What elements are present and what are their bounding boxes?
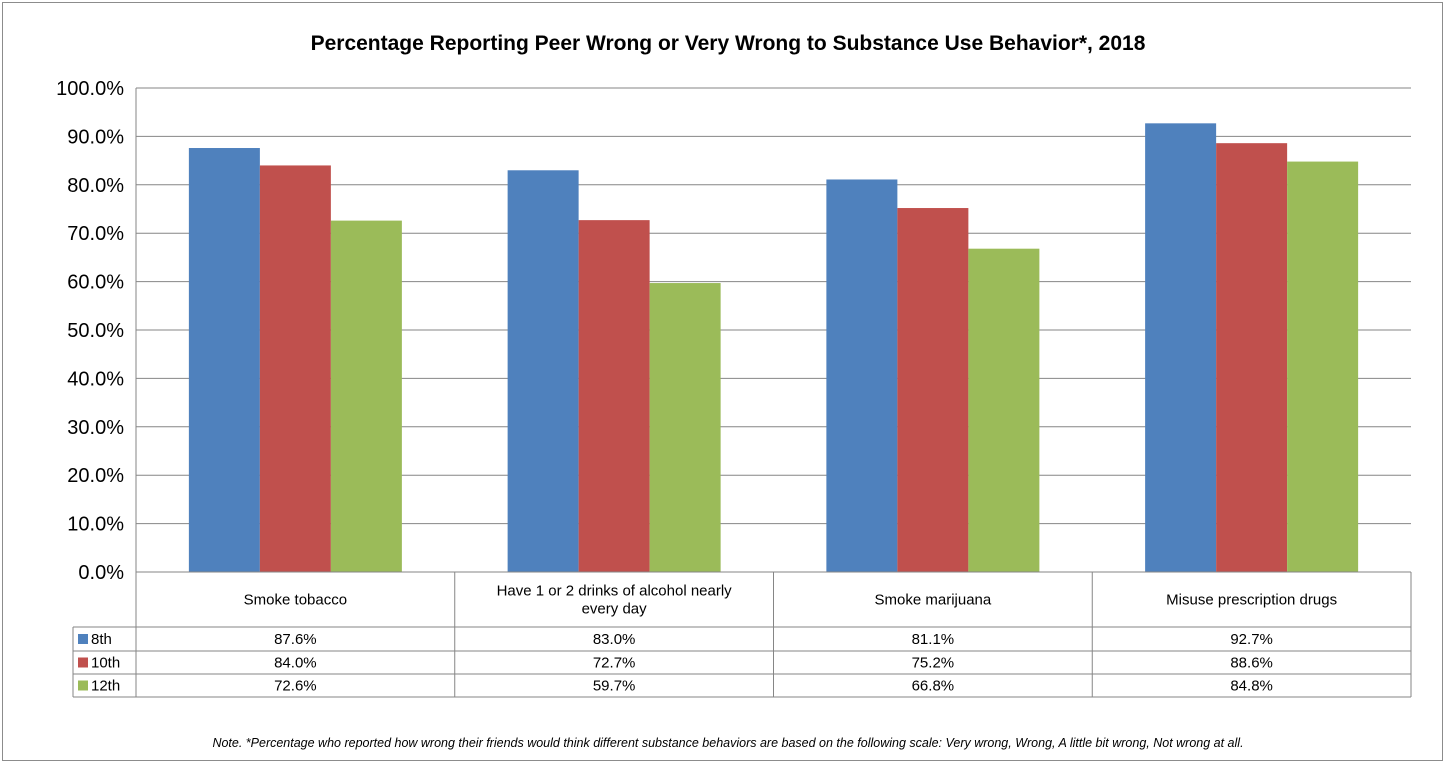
- data-label: 81.1%: [912, 631, 955, 648]
- data-label: 84.0%: [274, 655, 317, 672]
- category-label: Misuse prescription drugs: [1166, 592, 1337, 609]
- y-tick-label: 50.0%: [67, 320, 124, 342]
- bar-chart: Percentage Reporting Peer Wrong or Very …: [56, 32, 1412, 750]
- chart-title: Percentage Reporting Peer Wrong or Very …: [311, 32, 1146, 55]
- data-label: 83.0%: [593, 631, 636, 648]
- bar-12th-2: [968, 248, 1040, 573]
- legend-key-12th: [78, 680, 88, 691]
- legend-key-10th: [78, 657, 88, 668]
- data-label: 87.6%: [274, 631, 317, 648]
- bars: [188, 123, 1359, 573]
- y-axis: 0.0% 10.0% 20.0% 30.0% 40.0% 50.0% 60.0% 70.0% 8…: [56, 78, 137, 584]
- chart-note: Note. *Percentage who reported how wrong…: [212, 736, 1243, 750]
- y-tick-label: 100.0%: [56, 78, 124, 100]
- category-label: every day: [582, 601, 648, 618]
- legend-label-10th: 10th: [91, 655, 120, 672]
- data-label: 75.2%: [912, 655, 955, 672]
- y-tick-label: 20.0%: [67, 465, 124, 487]
- category-label: Have 1 or 2 drinks of alcohol nearly: [497, 583, 733, 600]
- y-tick-label: 60.0%: [67, 272, 124, 294]
- bar-10th-0: [259, 165, 331, 572]
- bar-10th-2: [897, 208, 969, 573]
- bar-8th-0: [188, 148, 260, 573]
- data-label: 88.6%: [1230, 655, 1273, 672]
- legend-label-8th: 8th: [91, 631, 112, 648]
- category-label: Smoke marijuana: [875, 592, 992, 609]
- bar-8th-2: [826, 179, 898, 572]
- data-label: 72.6%: [274, 678, 317, 695]
- bar-10th-3: [1216, 143, 1288, 572]
- bar-12th-1: [649, 283, 721, 572]
- legend-label-12th: 12th: [91, 678, 120, 695]
- data-label: 72.7%: [593, 655, 636, 672]
- bar-8th-3: [1145, 123, 1217, 572]
- data-label: 84.8%: [1230, 678, 1273, 695]
- bar-8th-1: [507, 170, 579, 572]
- y-tick-label: 0.0%: [78, 562, 124, 584]
- data-label: 92.7%: [1230, 631, 1273, 648]
- data-label: 66.8%: [912, 678, 955, 695]
- category-label: Smoke tobacco: [244, 592, 347, 609]
- y-tick-label: 90.0%: [67, 126, 124, 148]
- bar-12th-0: [330, 220, 402, 572]
- data-table: Smoke tobacco Have 1 or 2 drinks of alcoh…: [72, 571, 1412, 698]
- y-tick-label: 70.0%: [67, 223, 124, 245]
- y-tick-label: 80.0%: [67, 175, 124, 197]
- y-tick-label: 10.0%: [67, 514, 124, 536]
- data-label: 59.7%: [593, 678, 636, 695]
- legend-key-8th: [78, 634, 88, 644]
- bar-12th-3: [1287, 161, 1359, 572]
- y-tick-label: 30.0%: [67, 417, 124, 439]
- bar-10th-1: [578, 220, 650, 572]
- y-tick-label: 40.0%: [67, 368, 124, 390]
